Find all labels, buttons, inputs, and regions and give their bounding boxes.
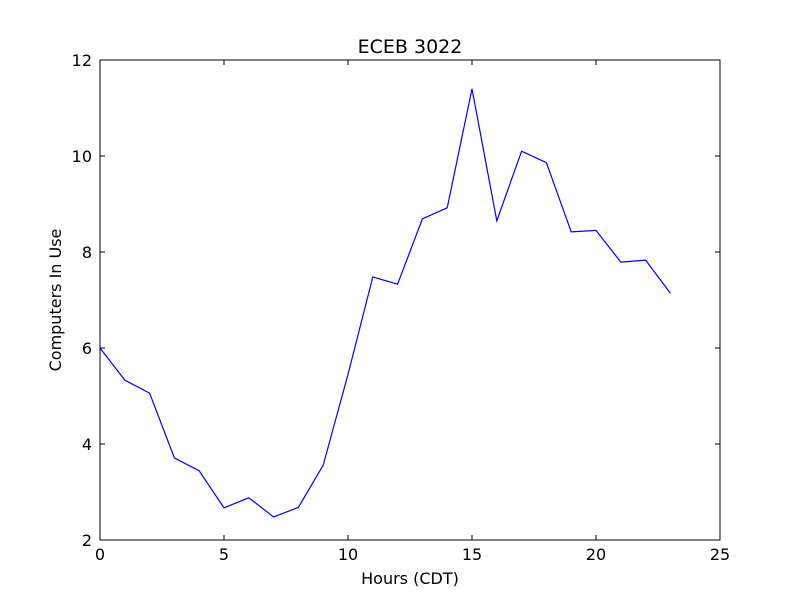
chart-title: ECEB 3022 [358, 36, 463, 58]
axis-ticks [99, 59, 721, 541]
x-tick-label-3: 15 [462, 545, 482, 564]
series-line-0 [99, 88, 671, 518]
axes-frame [99, 59, 721, 541]
x-tick-label-0: 0 [95, 545, 105, 564]
y-tick-label-2: 6 [82, 339, 92, 358]
plot-background [100, 60, 720, 540]
x-axis-label: Hours (CDT) [361, 569, 459, 588]
y-tick-label-1: 4 [82, 435, 92, 454]
x-tick-label-4: 20 [586, 545, 606, 564]
plot-area [99, 59, 721, 541]
y-tick-label-5: 12 [72, 51, 92, 70]
x-tick-label-5: 25 [710, 545, 730, 564]
y-axis-label: Computers In Use [46, 229, 65, 372]
x-tick-label-2: 10 [338, 545, 358, 564]
y-tick-label-3: 8 [82, 243, 92, 262]
tick-labels: 0 5 10 15 20 25 2 4 6 8 10 12 [72, 51, 731, 564]
y-tick-label-4: 10 [72, 147, 92, 166]
y-tick-label-0: 2 [82, 531, 92, 550]
x-tick-label-1: 5 [219, 545, 229, 564]
